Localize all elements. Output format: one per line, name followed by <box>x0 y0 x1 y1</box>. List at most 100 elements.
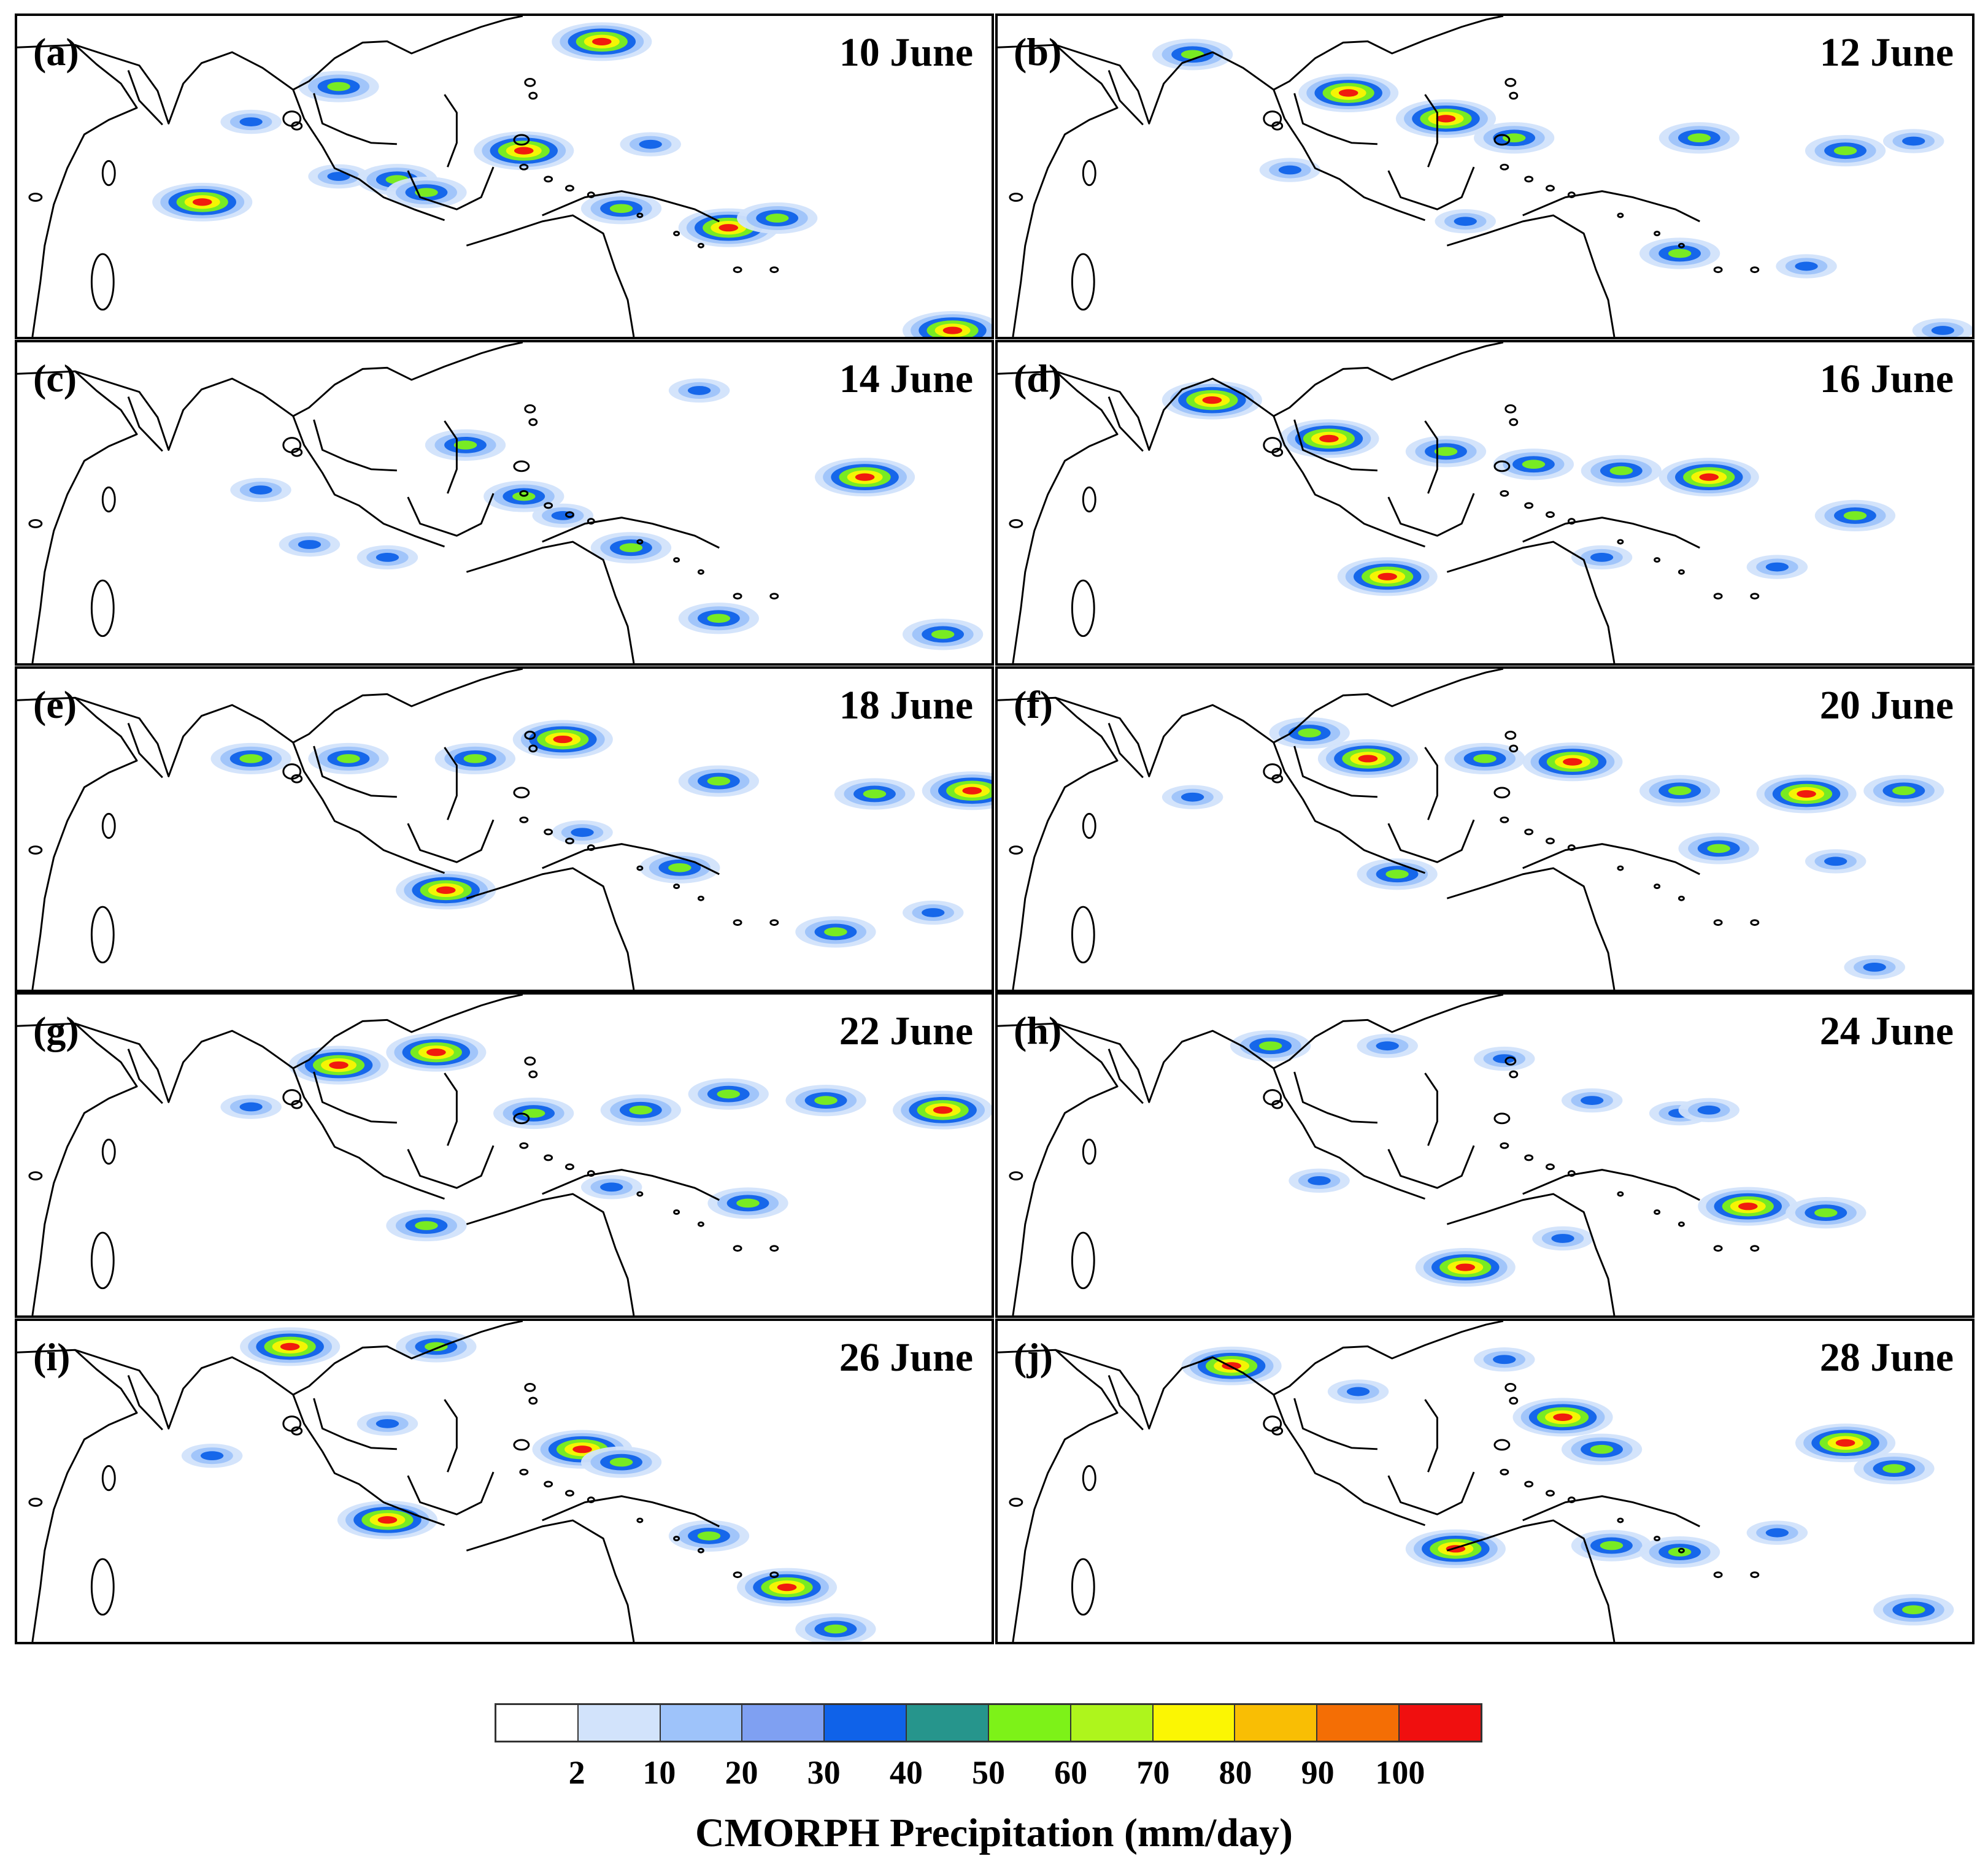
rain-cell <box>1473 754 1497 763</box>
coastline <box>1424 420 1438 494</box>
coastline <box>444 747 458 820</box>
rain-cell <box>1522 460 1546 469</box>
rain-cell <box>1455 1263 1476 1271</box>
precipitation-map <box>998 1321 1954 1642</box>
rain-cell <box>687 386 711 395</box>
island-outline <box>1071 1558 1095 1616</box>
island-outline <box>1678 242 1685 248</box>
rain-cell <box>1824 857 1847 866</box>
island-outline <box>587 844 595 851</box>
panel-letter: (f) <box>1014 683 1053 726</box>
island-outline <box>1713 1571 1723 1579</box>
coastline <box>1522 517 1700 549</box>
coastline <box>466 867 635 990</box>
island-outline <box>544 1154 553 1161</box>
coastline <box>1293 745 1377 798</box>
panel-letter: (a) <box>33 30 79 74</box>
island-outline <box>1617 865 1624 871</box>
island-outline <box>587 1170 595 1177</box>
island-outline <box>769 919 779 926</box>
coastline <box>31 1349 138 1642</box>
coastline <box>1522 843 1700 876</box>
island-outline <box>565 837 574 845</box>
coastline <box>407 1145 495 1189</box>
rain-cell <box>736 1198 760 1208</box>
coastline <box>1293 1071 1377 1124</box>
island-outline <box>1524 1480 1534 1488</box>
rain-cell <box>1346 1387 1370 1396</box>
island-outline <box>28 193 43 202</box>
coastline <box>1273 89 1425 221</box>
rain-cell <box>1181 50 1204 60</box>
island-outline <box>1509 744 1519 753</box>
colorbar-swatch <box>907 1705 989 1741</box>
island-outline <box>1493 787 1511 799</box>
coastline <box>466 1193 635 1315</box>
island-outline <box>673 1209 680 1215</box>
rain-cell <box>1181 792 1204 802</box>
island-outline <box>28 845 43 855</box>
island-outline <box>1071 253 1095 311</box>
rain-cell <box>1843 511 1867 520</box>
rain-cell <box>1436 115 1456 123</box>
rain-cell <box>514 147 534 155</box>
island-outline <box>1493 460 1511 472</box>
island-outline <box>1567 518 1576 525</box>
island-outline <box>1567 844 1576 851</box>
island-outline <box>544 828 553 836</box>
island-outline <box>101 812 116 839</box>
rain-cell <box>1258 1041 1282 1050</box>
coastline <box>407 166 495 210</box>
island-outline <box>1082 160 1096 187</box>
coastline <box>542 1495 720 1528</box>
island-outline <box>636 212 644 218</box>
colorbar-tick-label: 10 <box>642 1754 676 1791</box>
island-outline <box>90 1231 115 1290</box>
coastline <box>127 723 163 779</box>
coastline <box>1293 1398 1377 1450</box>
island-outline <box>528 744 538 753</box>
panel-letter: (d) <box>1014 356 1062 400</box>
coastlines <box>17 1321 779 1642</box>
rain-cell <box>327 172 350 181</box>
coastline <box>444 1399 458 1473</box>
island-outline <box>519 163 529 171</box>
rain-cell <box>1797 790 1816 798</box>
rain-cell <box>463 754 487 763</box>
rain-cell <box>1563 758 1582 766</box>
rain-cell <box>1308 1176 1331 1185</box>
rain-cell <box>1454 217 1477 226</box>
coastline <box>1273 742 1425 874</box>
panel-date: 10 June <box>839 30 973 75</box>
island-outline <box>291 447 303 457</box>
coastline <box>1387 819 1475 863</box>
island-outline <box>1500 816 1509 823</box>
rain-cell <box>280 1342 300 1350</box>
coastline <box>1012 697 1119 990</box>
island-outline <box>1009 193 1023 202</box>
coastline <box>1108 1375 1144 1431</box>
rain-cell <box>697 1531 721 1541</box>
rain-cell <box>717 1089 741 1099</box>
rain-cell <box>553 735 573 744</box>
precipitation-field <box>181 1327 876 1642</box>
island-outline <box>90 1558 115 1616</box>
island-outline <box>519 816 529 823</box>
rain-cell <box>1765 562 1789 572</box>
island-outline <box>513 1112 530 1125</box>
colorbar-swatch <box>742 1705 825 1741</box>
island-outline <box>101 486 116 513</box>
island-outline <box>1617 1517 1624 1523</box>
coastline <box>31 371 138 663</box>
island-outline <box>1750 1571 1760 1579</box>
island-outline <box>1009 1171 1023 1180</box>
rain-cell <box>1298 728 1321 737</box>
coastline <box>1273 1394 1425 1527</box>
map-panel: (j) 28 June <box>995 1319 1975 1644</box>
island-outline <box>1509 1396 1519 1405</box>
rain-cell <box>1814 1208 1838 1217</box>
coastline <box>31 44 138 337</box>
island-outline <box>524 730 536 740</box>
island-outline <box>565 1163 574 1171</box>
rain-cell <box>933 1106 953 1114</box>
